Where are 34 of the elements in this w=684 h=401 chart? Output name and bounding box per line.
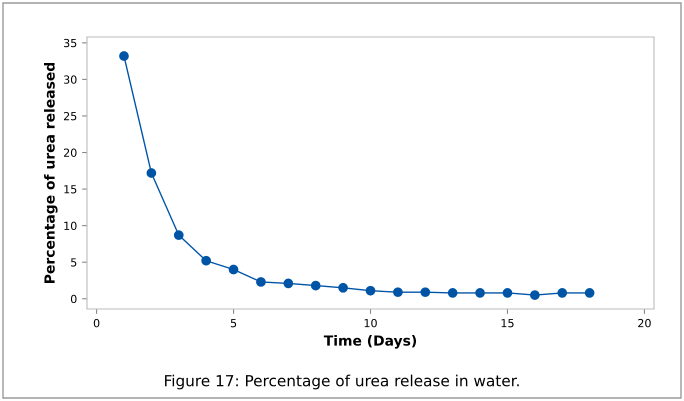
point (310, 280, 321, 290)
point (502, 288, 512, 298)
x-tick-label: 0 (94, 318, 100, 328)
point (256, 277, 266, 287)
point (228, 264, 238, 274)
point (584, 288, 594, 298)
x-tick-label: 10 (364, 318, 377, 328)
point (530, 290, 540, 300)
y-tick-label: 20 (64, 148, 77, 157)
point (119, 51, 129, 61)
point (201, 256, 212, 266)
point (146, 168, 156, 178)
x-tick-label: 5 (230, 319, 236, 328)
x-axis-title: Time (Days) (324, 335, 416, 349)
point (393, 287, 403, 298)
y-axis-title: Percentage of urea released (44, 62, 58, 283)
point (283, 278, 294, 288)
y-tick-label: 5 (71, 258, 76, 267)
caption: Figure 17: Percentage of urea release in water. (165, 374, 519, 390)
point (338, 282, 348, 293)
y-tick-label: 15 (64, 185, 76, 194)
x-tick-label: 20 (638, 318, 651, 328)
y-tick-label: 10 (64, 222, 77, 230)
point (557, 288, 568, 298)
point (174, 230, 184, 240)
point (420, 287, 430, 298)
y-tick-label: 0 (70, 294, 77, 304)
point (366, 286, 376, 296)
point (448, 288, 458, 298)
point (475, 288, 485, 298)
y-tick-label: 30 (64, 75, 77, 84)
y-tick-label: 35 (64, 38, 76, 48)
y-tick-label: 25 (64, 112, 76, 120)
x-tick-label: 15 (502, 319, 514, 328)
